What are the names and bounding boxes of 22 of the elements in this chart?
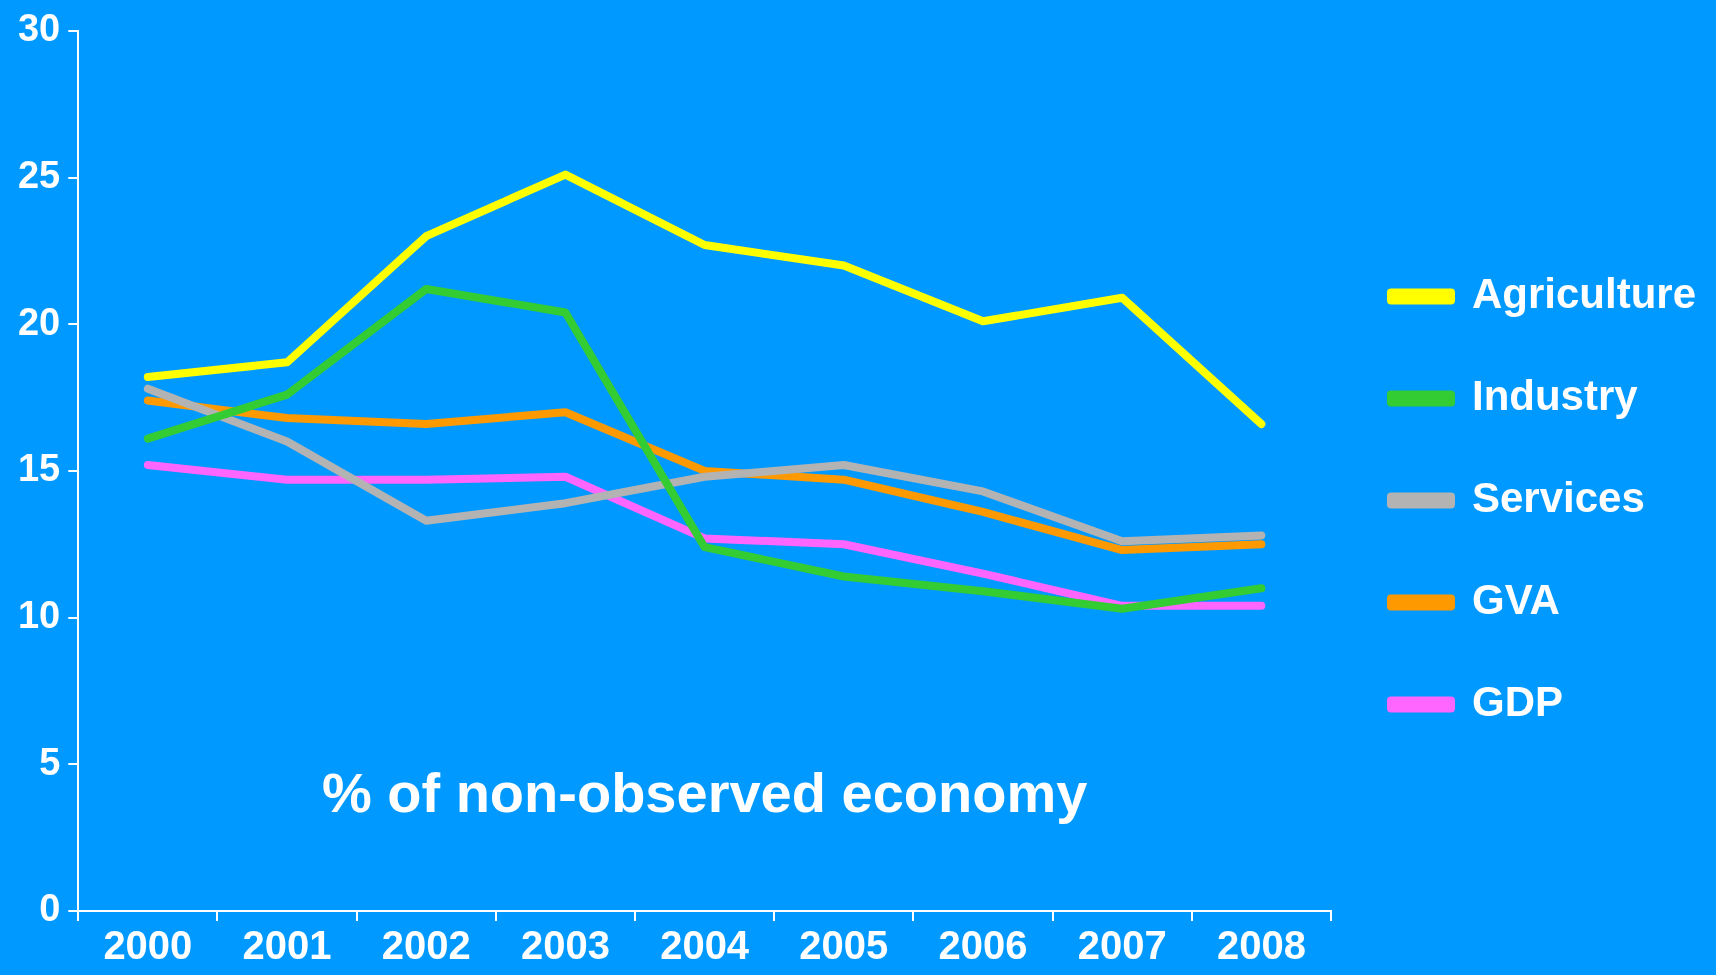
x-tick-label: 2002: [381, 923, 471, 968]
y-tick-label: 25: [17, 153, 61, 196]
x-tick-label: 2006: [938, 923, 1028, 968]
x-tick-label: 2008: [1216, 923, 1306, 968]
y-tick-label: 20: [17, 300, 61, 343]
x-tick-label: 2004: [660, 923, 750, 968]
annotation: % of non-observed economy: [321, 761, 1088, 825]
y-tick-label: 15: [17, 447, 61, 490]
legend-label: Services: [1471, 474, 1645, 522]
y-tick-label: 30: [17, 7, 61, 50]
y-tick-label: 10: [17, 594, 61, 637]
x-tick-label: 2003: [520, 923, 610, 968]
legend-label: GVA: [1471, 576, 1560, 624]
x-tick-label: 2005: [799, 923, 889, 968]
x-tick-label: 2007: [1077, 923, 1167, 968]
y-tick-label: 5: [39, 740, 61, 783]
legend-label: GDP: [1471, 678, 1563, 726]
legend-label: Industry: [1471, 372, 1639, 420]
y-tick-label: 0: [39, 887, 61, 930]
x-tick-label: 2001: [242, 923, 332, 968]
legend-label: Agriculture: [1471, 270, 1696, 318]
x-tick-label: 2000: [103, 923, 193, 968]
